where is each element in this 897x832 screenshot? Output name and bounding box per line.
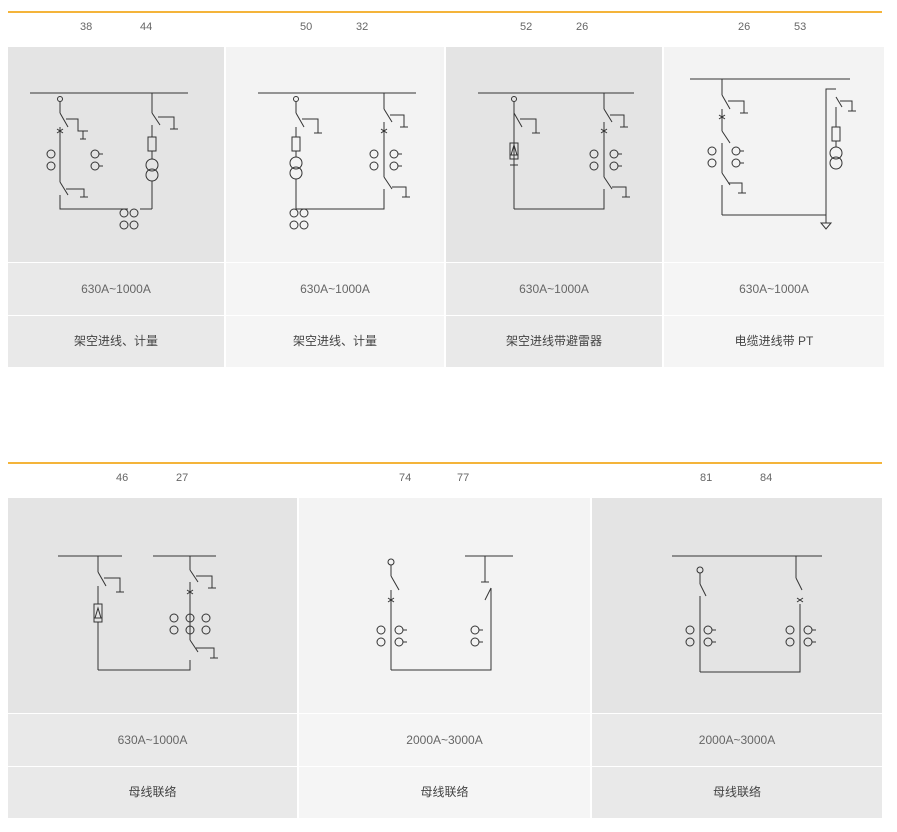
scheme-num-a: 46 (116, 472, 129, 484)
scheme-num-a: 81 (700, 472, 713, 484)
wiring-diagram (672, 555, 822, 673)
scheme-num-a: 74 (399, 472, 412, 484)
scheme-num-b: 27 (176, 472, 189, 484)
current-rating: 2000A~3000A (299, 714, 590, 766)
scheme-card-6[interactable]: 74 77 (299, 472, 590, 818)
scheme-label: 架空进线、计量 (8, 316, 224, 367)
accent-rule (8, 462, 882, 464)
scheme-card-4[interactable]: 26 53 (664, 21, 884, 367)
current-rating: 630A~1000A (226, 263, 444, 315)
scheme-num-a: 52 (520, 21, 533, 33)
scheme-num-b: 77 (457, 472, 470, 484)
scheme-label: 母线联络 (592, 767, 882, 818)
scheme-num-b: 84 (760, 472, 773, 484)
scheme-label: 架空进线带避雷器 (446, 316, 662, 367)
scheme-card-7[interactable]: 81 84 (592, 472, 882, 818)
scheme-label: 电缆进线带 PT (664, 316, 884, 367)
scheme-num-a: 26 (738, 21, 751, 33)
current-rating: 630A~1000A (8, 714, 297, 766)
current-rating: 630A~1000A (664, 263, 884, 315)
wiring-diagram (690, 78, 856, 230)
scheme-num-b: 32 (356, 21, 369, 33)
wiring-diagram (30, 92, 188, 230)
scheme-num-b: 26 (576, 21, 589, 33)
scheme-label: 母线联络 (299, 767, 590, 818)
wiring-diagram (258, 92, 416, 230)
scheme-label: 架空进线、计量 (226, 316, 444, 367)
accent-rule (8, 11, 882, 13)
scheme-label: 母线联络 (8, 767, 297, 818)
scheme-card-3[interactable]: 52 26 (446, 21, 662, 367)
current-rating: 630A~1000A (446, 263, 662, 315)
scheme-num-b: 53 (794, 21, 807, 33)
wiring-diagram (58, 555, 218, 671)
wiring-diagram (478, 92, 634, 210)
scheme-card-5[interactable]: 46 27 (8, 472, 297, 818)
scheme-card-1[interactable]: 38 44 (8, 21, 224, 367)
scheme-num-b: 44 (140, 21, 153, 33)
scheme-num-a: 50 (300, 21, 313, 33)
wiring-diagram (376, 555, 513, 671)
scheme-num-a: 38 (80, 21, 93, 33)
current-rating: 2000A~3000A (592, 714, 882, 766)
current-rating: 630A~1000A (8, 263, 224, 315)
scheme-card-2[interactable]: 50 32 (226, 21, 444, 367)
